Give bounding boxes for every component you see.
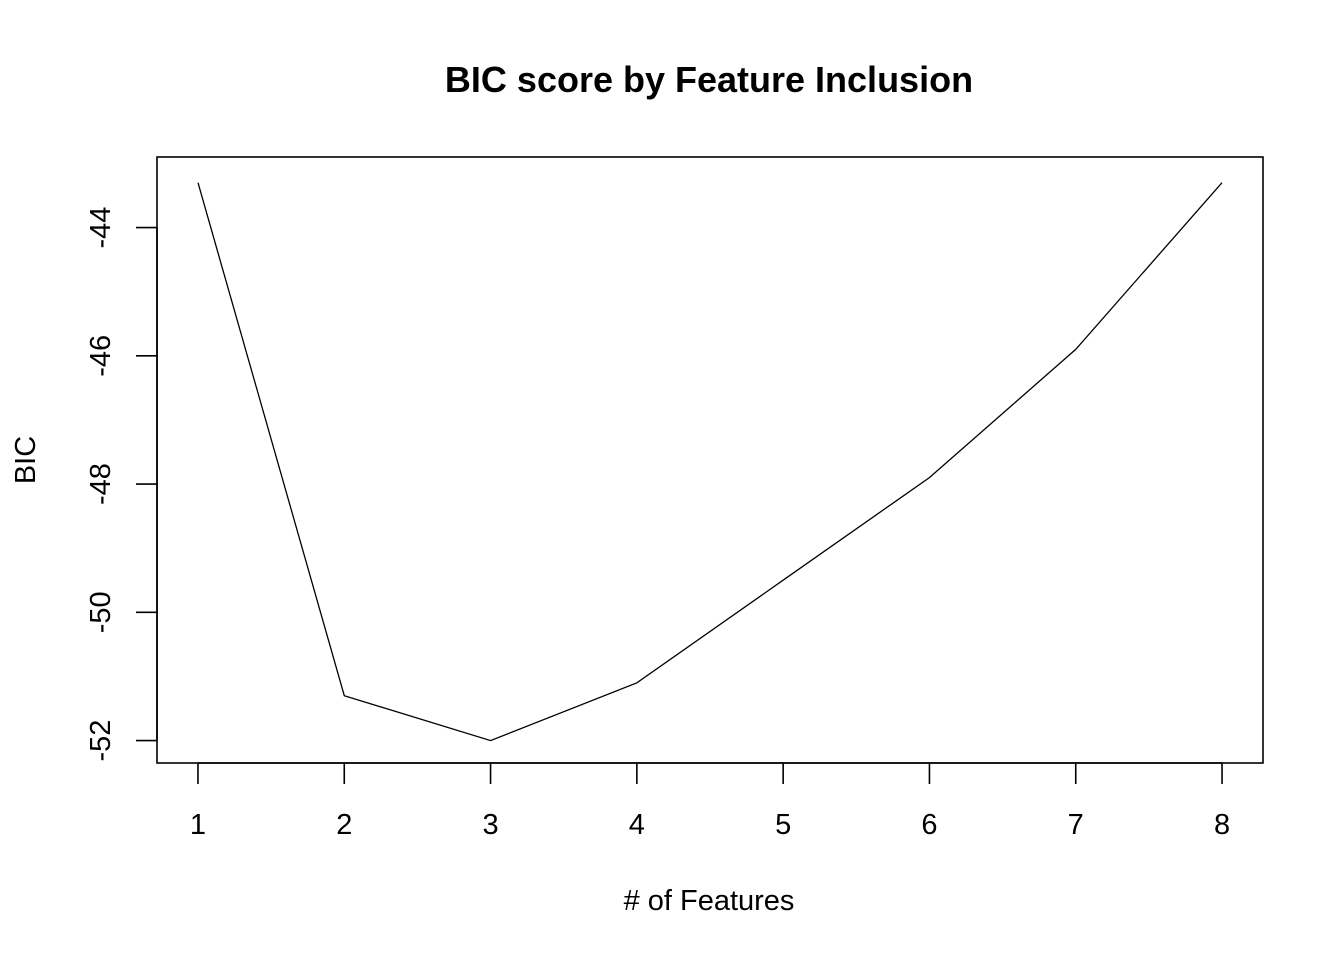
plot-frame xyxy=(156,156,1264,764)
y-tick-label: -52 xyxy=(85,720,117,762)
y-axis: -52 -50 -48 -46 -44 xyxy=(85,207,158,762)
x-tick-label: 2 xyxy=(336,809,352,841)
y-tick-label: -46 xyxy=(85,335,117,377)
series-group xyxy=(197,182,1223,742)
x-axis: 1 2 3 4 5 6 7 8 xyxy=(190,762,1230,841)
x-tick-label: 8 xyxy=(1214,809,1230,841)
y-axis-label: BIC xyxy=(10,436,42,484)
x-tick-label: 5 xyxy=(775,809,791,841)
y-tick-label: -44 xyxy=(85,207,117,249)
x-tick-label: 6 xyxy=(921,809,937,841)
chart-title: BIC score by Feature Inclusion xyxy=(445,59,973,100)
x-tick-label: 1 xyxy=(190,809,206,841)
bic-series-line xyxy=(197,182,1223,742)
y-tick-label: -48 xyxy=(85,463,117,505)
x-tick-label: 4 xyxy=(629,809,645,841)
y-tick-label: -50 xyxy=(85,591,117,633)
x-tick-label: 3 xyxy=(482,809,498,841)
x-tick-label: 7 xyxy=(1068,809,1084,841)
x-axis-label: # of Features xyxy=(624,885,795,917)
